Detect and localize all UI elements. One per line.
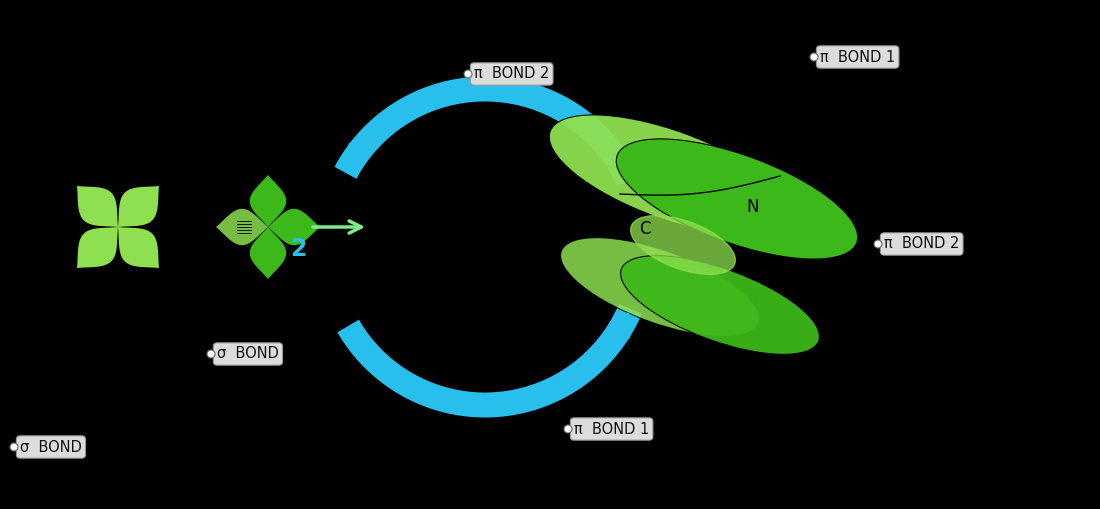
- Ellipse shape: [549, 115, 791, 235]
- Polygon shape: [216, 209, 268, 245]
- Text: π  BOND 2: π BOND 2: [474, 67, 549, 81]
- Text: C: C: [639, 220, 651, 238]
- Ellipse shape: [630, 216, 735, 274]
- Polygon shape: [250, 175, 286, 227]
- Polygon shape: [77, 227, 118, 268]
- Ellipse shape: [620, 256, 820, 354]
- Polygon shape: [118, 186, 160, 227]
- Circle shape: [464, 70, 472, 78]
- Text: π  BOND 2: π BOND 2: [884, 237, 959, 251]
- Polygon shape: [118, 227, 160, 268]
- Circle shape: [10, 443, 18, 451]
- Polygon shape: [268, 209, 320, 245]
- Circle shape: [564, 425, 572, 433]
- Polygon shape: [250, 227, 286, 279]
- Polygon shape: [77, 186, 118, 227]
- Text: π  BOND 1: π BOND 1: [574, 421, 649, 437]
- Circle shape: [207, 350, 215, 358]
- Ellipse shape: [561, 238, 759, 336]
- Text: π  BOND 1: π BOND 1: [820, 49, 895, 65]
- Circle shape: [810, 53, 818, 61]
- Ellipse shape: [616, 139, 858, 259]
- Text: σ  BOND: σ BOND: [217, 347, 279, 361]
- Text: σ  BOND: σ BOND: [20, 439, 81, 455]
- Text: 2: 2: [289, 237, 306, 261]
- Circle shape: [874, 240, 882, 248]
- Text: N: N: [747, 198, 759, 216]
